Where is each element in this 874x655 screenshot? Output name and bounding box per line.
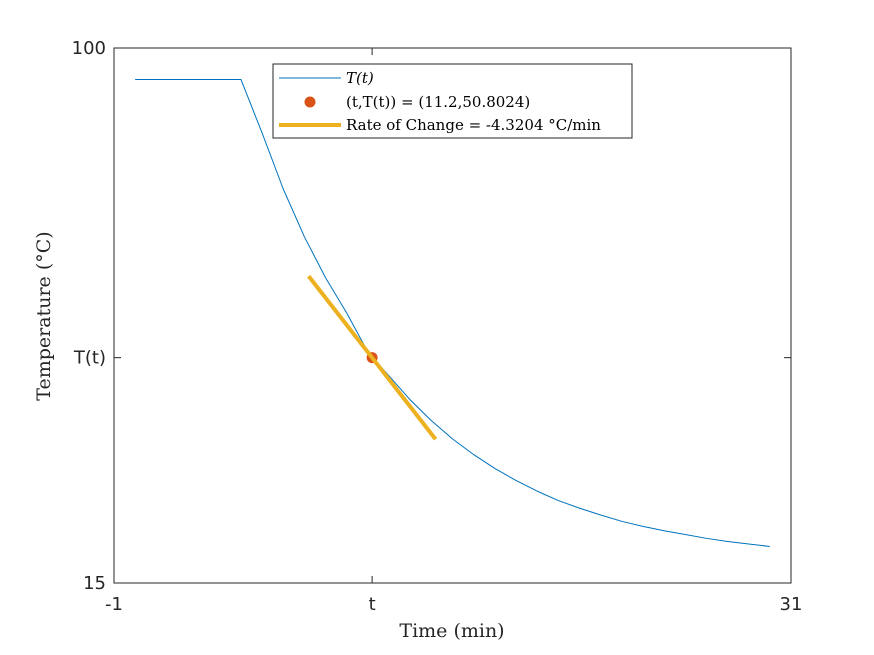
x-tick-label: 31 [780,594,803,615]
y-tick-label: 15 [83,573,106,594]
legend-label-temperature-curve: T(t) [346,69,374,87]
legend: T(t) (t,T(t)) = (11.2,50.8024) Rate of C… [272,63,633,139]
series-layer [135,78,770,547]
tangent-line [307,274,438,441]
x-tick-label: t [369,594,376,615]
tick-layer: -1 t 31 15 T(t) 100 [72,38,803,615]
plot-frame [113,47,792,584]
y-axis-label: Temperature (°C) [33,231,55,400]
y-tick-label: T(t) [73,348,106,369]
legend-label-evaluation-point: (t,T(t)) = (11.2,50.8024) [346,93,530,111]
temperature-curve [135,78,770,547]
legend-label-tangent-line: Rate of Change = -4.3204 °C/min [346,116,601,134]
legend-swatch-evaluation-point [304,96,316,108]
x-axis-label: Time (min) [399,620,504,642]
x-tick-label: -1 [105,594,123,615]
y-tick-label: 100 [72,38,106,59]
